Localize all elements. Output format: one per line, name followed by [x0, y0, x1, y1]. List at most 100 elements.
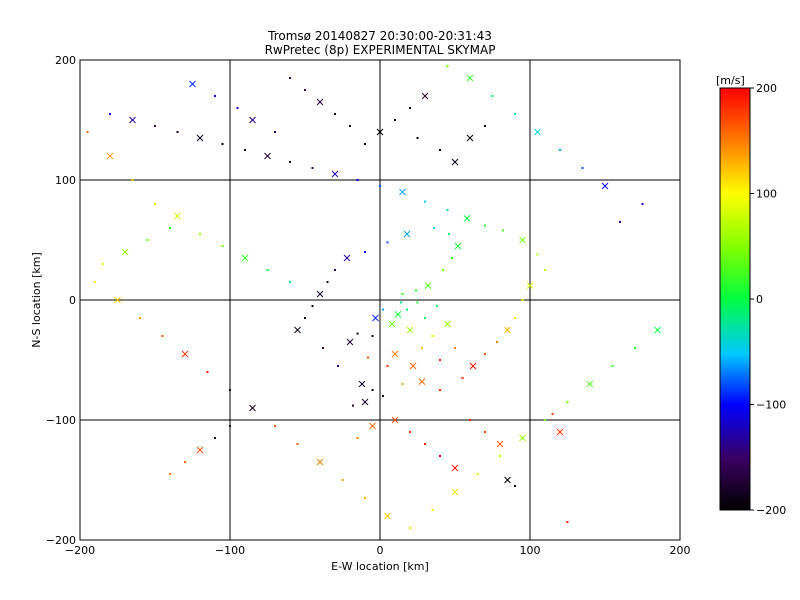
data-point-cross [394, 311, 402, 318]
data-point-dot [214, 95, 216, 97]
data-point-dot [496, 341, 498, 343]
data-point-cross [384, 512, 391, 520]
data-point-dot [619, 221, 621, 223]
data-point-dot [289, 161, 291, 163]
data-point-dot [469, 419, 471, 421]
data-point-cross [129, 116, 136, 124]
data-point-dot [409, 431, 411, 433]
data-point-dot [334, 113, 336, 115]
chart-subtitle: RwPretec (8p) EXPERIMENTAL SKYMAP [265, 43, 496, 57]
data-point-cross [504, 326, 511, 334]
data-point-dot [364, 251, 366, 253]
data-point-dot [371, 335, 374, 337]
data-point-dot [514, 485, 516, 487]
data-point-dot [169, 473, 171, 475]
data-point-dot [386, 365, 389, 367]
data-points [86, 65, 661, 529]
colorbar [719, 87, 751, 511]
data-point-dot [551, 413, 554, 415]
data-point-dot [341, 479, 344, 481]
data-point-dot [296, 443, 299, 445]
data-point-dot [364, 143, 366, 145]
data-point-dot [236, 107, 239, 109]
data-point-dot [409, 107, 411, 109]
x-tick-label: 100 [520, 544, 541, 557]
data-point-cross [526, 282, 534, 289]
data-point-dot [401, 383, 404, 385]
data-point-dot [101, 263, 104, 265]
data-point-dot [461, 377, 464, 379]
data-point-dot [484, 125, 486, 127]
data-point-cross [451, 158, 459, 166]
data-point-dot [581, 167, 584, 169]
data-point-dot [382, 308, 384, 311]
data-point-dot [394, 119, 396, 121]
data-point-cross [343, 254, 351, 262]
data-point-dot [416, 301, 419, 304]
data-point-cross [174, 212, 181, 220]
data-point-dot [131, 179, 134, 181]
data-point-dot [356, 437, 359, 439]
data-point-cross [496, 440, 504, 448]
data-point-dot [86, 131, 89, 133]
x-tick-label: 200 [670, 544, 691, 557]
data-point-cross [346, 338, 354, 346]
data-point-dot [415, 289, 417, 292]
data-point-cross [409, 362, 417, 370]
y-tick-labels: −200 −100 0 100 200 [46, 54, 76, 547]
data-point-dot [311, 167, 314, 169]
data-point-dot [436, 305, 438, 307]
data-point-dot [139, 317, 141, 319]
data-point-cross [331, 170, 339, 178]
plot-frame [79, 59, 681, 541]
data-point-dot [371, 389, 374, 391]
data-point-dot [349, 125, 351, 127]
data-point-cross [249, 116, 256, 124]
data-point-dot [433, 227, 435, 229]
data-point-cross [451, 488, 459, 496]
data-point-cross [189, 80, 196, 88]
data-point-cross [388, 320, 396, 328]
data-point-dot [400, 301, 402, 304]
data-point-dot [229, 425, 231, 427]
data-point-cross [519, 434, 526, 442]
data-point-cross [358, 380, 366, 388]
data-point-dot [274, 425, 276, 427]
data-point-dot [289, 281, 291, 283]
data-point-dot [94, 281, 96, 283]
data-point-dot [382, 395, 384, 397]
data-point-dot [439, 389, 441, 391]
y-tick-label: −100 [46, 414, 76, 427]
colorbar-tick-label: 100 [756, 188, 777, 201]
data-point-cross [451, 464, 459, 472]
data-point-dot [566, 401, 569, 403]
data-point-dot [484, 224, 486, 227]
data-point-dot [424, 317, 426, 319]
data-point-cross [241, 254, 249, 262]
data-point-dot [322, 347, 324, 349]
data-point-cross [114, 296, 121, 304]
data-point-dot [424, 200, 426, 203]
y-tick-label: 100 [55, 174, 76, 187]
data-point-cross [466, 74, 474, 82]
data-point-cross [586, 380, 594, 388]
colorbar-label: [m/s] [716, 74, 745, 87]
data-point-dot [274, 131, 276, 133]
data-point-dot [304, 89, 306, 91]
data-point-cross [534, 128, 541, 136]
data-point-cross [376, 128, 384, 136]
data-point-dot [559, 149, 561, 151]
data-point-dot [431, 509, 434, 511]
data-point-cross [418, 378, 426, 385]
data-point-dot [311, 305, 314, 307]
data-point-dot [536, 253, 539, 256]
data-point-cross [369, 422, 376, 430]
data-point-dot [334, 269, 336, 271]
data-point-cross [601, 182, 609, 190]
data-point-dot [386, 241, 389, 244]
grid-lines [80, 60, 680, 540]
data-point-dot [409, 527, 411, 529]
data-point-dot [221, 143, 224, 145]
data-point-cross [421, 92, 429, 100]
data-point-dot [229, 389, 231, 391]
